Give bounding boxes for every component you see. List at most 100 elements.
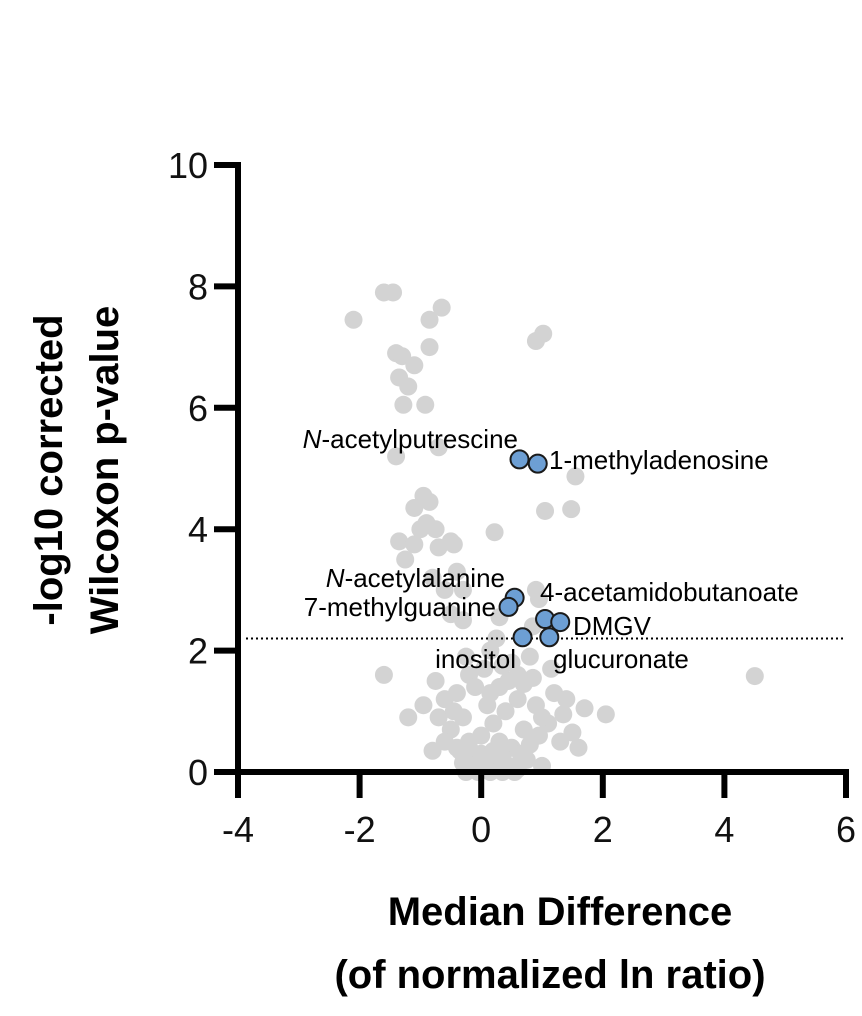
y-tick-label: 10 <box>168 145 208 186</box>
background-point <box>444 535 463 554</box>
point-label-text: 1-methyladenosine <box>549 445 769 475</box>
background-point <box>405 535 424 554</box>
background-point <box>444 702 463 721</box>
highlighted-point <box>512 627 533 648</box>
x-tick-label: 2 <box>593 809 613 850</box>
background-point <box>485 523 504 542</box>
background-point <box>399 377 418 396</box>
background-point <box>420 338 439 357</box>
background-point <box>529 590 548 609</box>
background-point <box>745 667 764 686</box>
x-axis-title-line-1: Median Difference <box>388 890 733 934</box>
background-point <box>435 580 454 599</box>
background-point <box>466 678 485 697</box>
background-point <box>423 568 442 587</box>
highlighted-point <box>550 612 571 633</box>
background-point <box>493 656 512 675</box>
y-axis-title-line-1: -log10 corrected <box>27 314 71 625</box>
background-point <box>426 671 445 690</box>
background-point <box>508 690 527 709</box>
background-point <box>551 732 570 751</box>
background-point <box>457 647 475 666</box>
background-point <box>396 550 415 569</box>
background-point <box>536 501 555 520</box>
background-point <box>432 298 451 317</box>
background-point <box>405 498 424 517</box>
background-point <box>420 310 439 329</box>
point-label-text: 7-methylguanine <box>304 592 496 622</box>
background-point <box>569 738 588 757</box>
highlighted-points-layer <box>498 449 571 648</box>
background-points-layer <box>344 283 764 781</box>
background-point <box>447 562 466 581</box>
background-point <box>475 659 494 678</box>
highlighted-point <box>539 627 560 648</box>
background-point <box>411 520 430 539</box>
background-point <box>394 395 413 414</box>
point-label-text: glucuronate <box>553 644 689 674</box>
background-point <box>557 690 576 709</box>
annotation-layer: N-acetylputrescine1-methyladenosineN-ace… <box>303 424 799 674</box>
background-point <box>529 726 548 745</box>
background-point <box>453 580 472 599</box>
background-point <box>429 438 448 457</box>
highlighted-point <box>509 449 530 470</box>
background-point <box>596 705 615 724</box>
x-tick-label: 6 <box>836 809 856 850</box>
background-point <box>435 732 454 751</box>
background-point <box>496 702 515 721</box>
background-point <box>453 611 472 630</box>
background-point <box>405 356 424 375</box>
y-tick-label: 2 <box>188 631 208 672</box>
point-label: N-acetylalanine <box>326 563 505 593</box>
background-point <box>450 741 469 760</box>
background-point <box>426 520 445 539</box>
point-label: 7-methylguanine <box>304 592 496 622</box>
point-label: glucuronate <box>553 644 689 674</box>
point-label: N-acetylputrescine <box>303 424 518 454</box>
background-point <box>520 647 539 666</box>
highlighted-point <box>498 596 519 617</box>
point-label-text: -acetylputrescine <box>321 424 518 454</box>
background-point <box>390 532 409 551</box>
point-label: 1-methyladenosine <box>549 445 769 475</box>
highlighted-point <box>527 453 548 474</box>
point-label-italic-prefix: N <box>326 563 345 593</box>
background-point <box>481 684 500 703</box>
background-point <box>562 500 581 519</box>
y-tick-label: 8 <box>188 266 208 307</box>
point-label: 4-acetamidobutanoate <box>540 577 799 607</box>
background-point <box>414 696 433 715</box>
background-point <box>566 467 585 486</box>
background-point <box>484 714 503 733</box>
background-point <box>523 668 542 687</box>
background-point <box>387 447 406 466</box>
background-point <box>384 283 403 302</box>
background-point <box>429 708 448 727</box>
y-axis-title-line-2: Wilcoxon p-value <box>83 306 127 635</box>
background-point <box>508 665 527 684</box>
background-point <box>344 310 363 329</box>
background-point <box>416 395 435 414</box>
y-tick-label: 0 <box>188 752 208 793</box>
background-point <box>514 720 533 739</box>
background-point <box>534 324 553 343</box>
point-label: inositol <box>435 644 516 674</box>
x-axis-title-line-2: (of normalized ln ratio) <box>334 953 765 997</box>
x-tick-label: 4 <box>714 809 734 850</box>
background-point <box>575 699 594 718</box>
background-point <box>484 741 503 760</box>
x-tick-label: -2 <box>344 809 376 850</box>
point-label-text: DMGV <box>573 611 652 641</box>
y-tick-label: 6 <box>188 388 208 429</box>
x-tick-label: 0 <box>471 809 491 850</box>
y-tick-label: 4 <box>188 509 208 550</box>
point-label: DMGV <box>573 611 652 641</box>
background-point <box>374 665 393 684</box>
background-point <box>542 659 561 678</box>
background-point <box>554 705 573 724</box>
background-point <box>420 492 439 511</box>
background-point <box>533 708 551 727</box>
point-label-text: 4-acetamidobutanoate <box>540 577 799 607</box>
